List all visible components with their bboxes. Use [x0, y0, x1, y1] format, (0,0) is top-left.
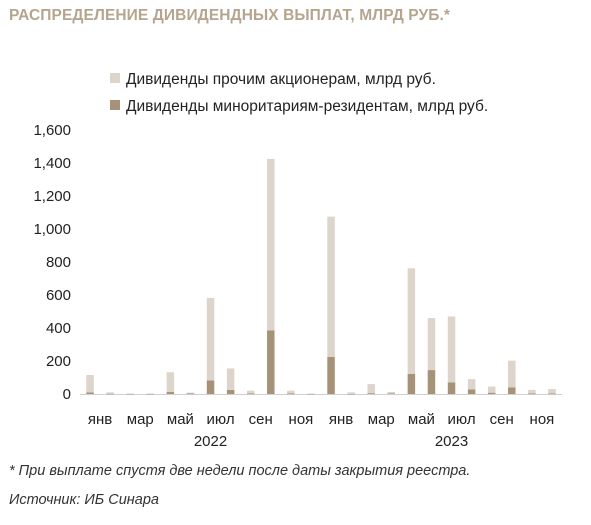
bar-segment-minority: [407, 373, 416, 394]
bar-segment-others: [387, 392, 396, 394]
bar-segment-minority: [528, 393, 536, 395]
bar-segment-others: [287, 390, 295, 394]
bar-segment-others: [347, 392, 355, 394]
bar-segment-minority: [367, 393, 375, 394]
x-tick-label: янв: [88, 411, 112, 428]
legend-swatch-others: [110, 73, 120, 83]
year-label: 2023: [435, 433, 468, 450]
legend: Дивиденды прочим акционерам, млрд руб. Д…: [110, 71, 488, 115]
bar-segment-minority: [246, 393, 255, 395]
bar-segment-others: [246, 390, 255, 394]
bar-segment-minority: [106, 393, 114, 395]
bar-segment-minority: [427, 370, 436, 394]
x-tick-label: ноя: [530, 411, 555, 428]
dividend-chart: Дивиденды прочим акционерам, млрд руб. Д…: [33, 71, 562, 450]
bar-segment-others: [487, 386, 496, 393]
y-tick-label: 0: [63, 386, 71, 403]
bar-segment-others: [226, 368, 235, 390]
bar-segment-others: [206, 297, 215, 381]
x-tick-label: май: [408, 411, 435, 428]
bar-segment-others: [467, 379, 476, 390]
legend-label-minority: Дивиденды миноритариям-резидентам, млрд …: [126, 98, 488, 115]
bar-segment-minority: [307, 393, 315, 395]
bar-segment-minority: [508, 387, 516, 394]
bar-segment-others: [508, 360, 516, 388]
bar-segment-minority: [186, 393, 195, 395]
bar-segment-others: [106, 392, 114, 394]
bar-segment-minority: [548, 393, 556, 395]
x-tick-label: мар: [127, 411, 154, 428]
bar-segment-others: [407, 268, 416, 374]
bars: [86, 158, 556, 395]
x-tick-label: июл: [448, 411, 476, 428]
source-note: Источник: ИБ Синара: [9, 492, 159, 508]
y-tick-label: 1,000: [33, 221, 71, 238]
x-tick-label: янв: [329, 411, 353, 428]
bar-segment-minority: [267, 330, 275, 394]
x-axis: янв мар май июл сен ноя янв мар май июл сен ноя2022…: [88, 411, 554, 450]
bar-segment-minority: [487, 392, 496, 394]
bar-segment-minority: [206, 380, 215, 394]
footnote: * При выплате спустя две недели после да…: [9, 463, 471, 479]
bar-segment-minority: [327, 356, 335, 395]
x-tick-label: мар: [368, 411, 395, 428]
chart-title: РАСПРЕДЕЛЕНИЕ ДИВИДЕНДНЫХ ВЫПЛАТ, МЛРД Р…: [9, 7, 451, 24]
bar-segment-others: [367, 384, 375, 394]
bar-segment-others: [327, 216, 335, 357]
bar-segment-minority: [467, 389, 476, 394]
x-tick-label: сен: [249, 411, 273, 428]
bar-segment-others: [267, 158, 275, 331]
legend-label-others: Дивиденды прочим акционерам, млрд руб.: [126, 71, 436, 88]
bar-segment-others: [186, 392, 195, 394]
bar-segment-others: [528, 389, 536, 394]
bar-segment-others: [307, 393, 315, 395]
x-tick-label: ноя: [289, 411, 314, 428]
bar-segment-others: [126, 393, 134, 395]
x-tick-label: май: [167, 411, 194, 428]
legend-swatch-minority: [110, 100, 120, 110]
y-tick-label: 1,600: [33, 122, 71, 139]
y-tick-label: 400: [46, 320, 71, 337]
y-tick-label: 1,200: [33, 188, 71, 205]
x-tick-label: июл: [207, 411, 235, 428]
bar-segment-minority: [166, 392, 175, 394]
bar-segment-minority: [86, 392, 94, 394]
bar-segment-others: [548, 389, 556, 394]
bar-segment-others: [427, 318, 436, 371]
bar-segment-minority: [387, 393, 396, 394]
bar-segment-minority: [347, 393, 355, 395]
y-tick-label: 200: [46, 353, 71, 370]
bar-segment-others: [146, 393, 155, 395]
year-label: 2022: [194, 433, 227, 450]
bar-segment-minority: [126, 393, 134, 395]
x-tick-label: сен: [490, 411, 514, 428]
bar-segment-minority: [447, 382, 456, 394]
y-tick-label: 800: [46, 254, 71, 271]
bar-segment-minority: [146, 393, 155, 395]
y-axis: 0 200 400 600 800 1,000 1,200 1,400 1,600: [33, 122, 71, 403]
bar-segment-minority: [287, 393, 295, 395]
bar-segment-others: [166, 372, 175, 393]
y-tick-label: 600: [46, 287, 71, 304]
y-tick-label: 1,400: [33, 155, 71, 172]
bar-segment-others: [86, 375, 94, 393]
bar-segment-minority: [226, 389, 235, 395]
bar-segment-others: [447, 316, 456, 383]
